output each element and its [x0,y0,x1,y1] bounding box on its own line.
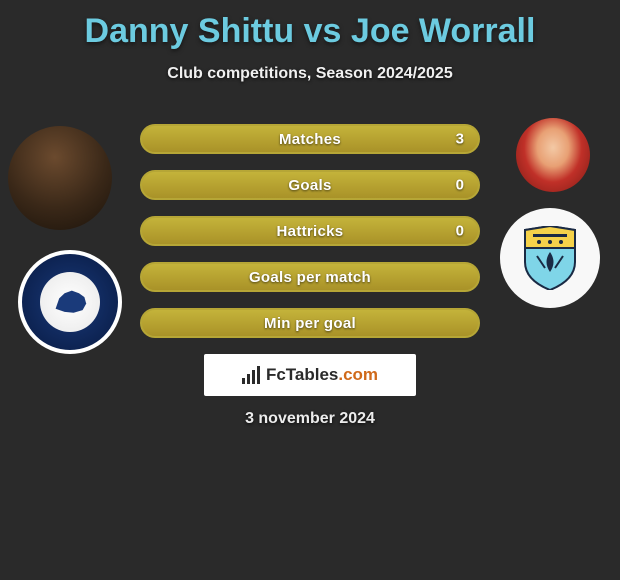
club-left-badge [18,250,122,354]
player-right-avatar [516,118,590,192]
logo-tld: .com [338,365,378,384]
shield-icon [523,226,577,290]
club-left-inner [40,272,100,332]
stat-label: Goals [288,177,331,194]
stat-value-right: 0 [456,223,464,240]
club-right-badge [500,208,600,308]
stat-label: Goals per match [249,269,371,286]
stat-row-matches: Matches 3 [140,124,480,154]
fctables-logo: FcTables.com [204,354,416,396]
page-title: Danny Shittu vs Joe Worrall [0,0,620,51]
stat-row-goals-per-match: Goals per match [140,262,480,292]
stat-label: Min per goal [264,315,356,332]
logo-text: FcTables.com [266,365,378,385]
player-left-avatar [8,126,112,230]
stats-container: Matches 3 Goals 0 Hattricks 0 Goals per … [140,124,480,354]
stat-label: Hattricks [277,223,344,240]
stat-value-right: 0 [456,177,464,194]
lion-icon [52,288,88,314]
stat-row-goals: Goals 0 [140,170,480,200]
logo-brand: FcTables [266,365,338,384]
date-label: 3 november 2024 [0,410,620,428]
stat-label: Matches [279,131,341,148]
stat-value-right: 3 [456,131,464,148]
subtitle: Club competitions, Season 2024/2025 [0,65,620,83]
stat-row-min-per-goal: Min per goal [140,308,480,338]
stat-row-hattricks: Hattricks 0 [140,216,480,246]
chart-bars-icon [242,366,260,384]
